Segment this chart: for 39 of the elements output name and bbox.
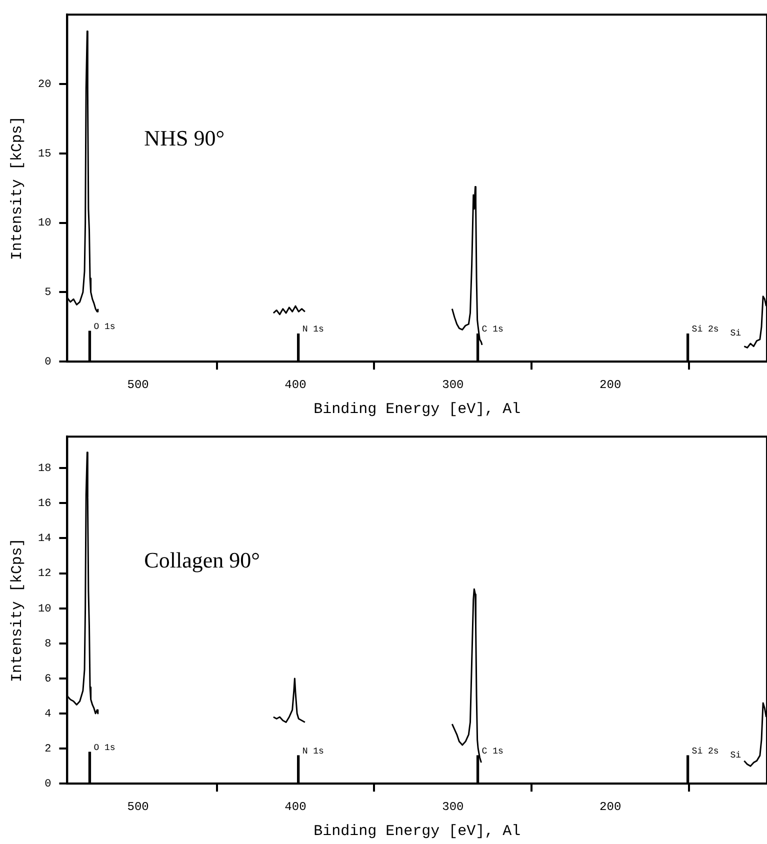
x-tick-label: 300	[442, 800, 464, 814]
y-axis-title: Intensity [kCps]	[8, 538, 26, 682]
annotation: Si 2s	[692, 746, 719, 756]
x-tick-label: 200	[600, 800, 622, 814]
x-tick-label: 300	[442, 378, 464, 392]
y-tick-label: 16	[38, 498, 52, 510]
y-tick-label: 4	[44, 708, 52, 720]
x-axis-title: Binding Energy [eV], Al	[314, 822, 521, 840]
x-tick-label: 500	[127, 378, 149, 392]
y-tick-label: 0	[44, 356, 52, 369]
annotation: C 1s	[482, 324, 504, 335]
annotation: NHS 90°	[144, 125, 224, 150]
annotation: N 1s	[302, 746, 324, 756]
annotation: O 1s	[94, 322, 116, 332]
y-tick-label: 2	[44, 743, 52, 756]
y-tick-label: 10	[38, 218, 52, 230]
y-tick-label: 15	[38, 148, 52, 160]
y-tick-label: 14	[38, 533, 52, 546]
y-axis-title: Intensity [kCps]	[8, 116, 26, 260]
y-tick-label: 20	[38, 78, 52, 91]
x-tick-label: 400	[284, 800, 306, 814]
annotation: O 1s	[94, 742, 116, 753]
annotation: Si 2s	[692, 324, 719, 335]
annotation: N 1s	[302, 324, 324, 335]
y-tick-label: 6	[44, 673, 52, 686]
y-tick-label: 8	[44, 638, 52, 650]
annotation: Si	[730, 750, 741, 760]
y-tick-label: 5	[44, 287, 52, 300]
x-tick-label: 400	[284, 378, 306, 392]
x-tick-label: 200	[600, 378, 622, 392]
annotation: Collagen 90°	[144, 547, 260, 572]
y-tick-label: 0	[44, 778, 52, 791]
y-tick-label: 18	[38, 463, 52, 476]
x-tick-label: 500	[127, 800, 149, 814]
y-tick-label: 12	[38, 568, 52, 580]
x-axis-title: Binding Energy [eV], Al	[314, 400, 521, 418]
y-tick-label: 10	[38, 603, 52, 616]
annotation: Si	[730, 328, 741, 338]
annotation: C 1s	[482, 746, 504, 756]
